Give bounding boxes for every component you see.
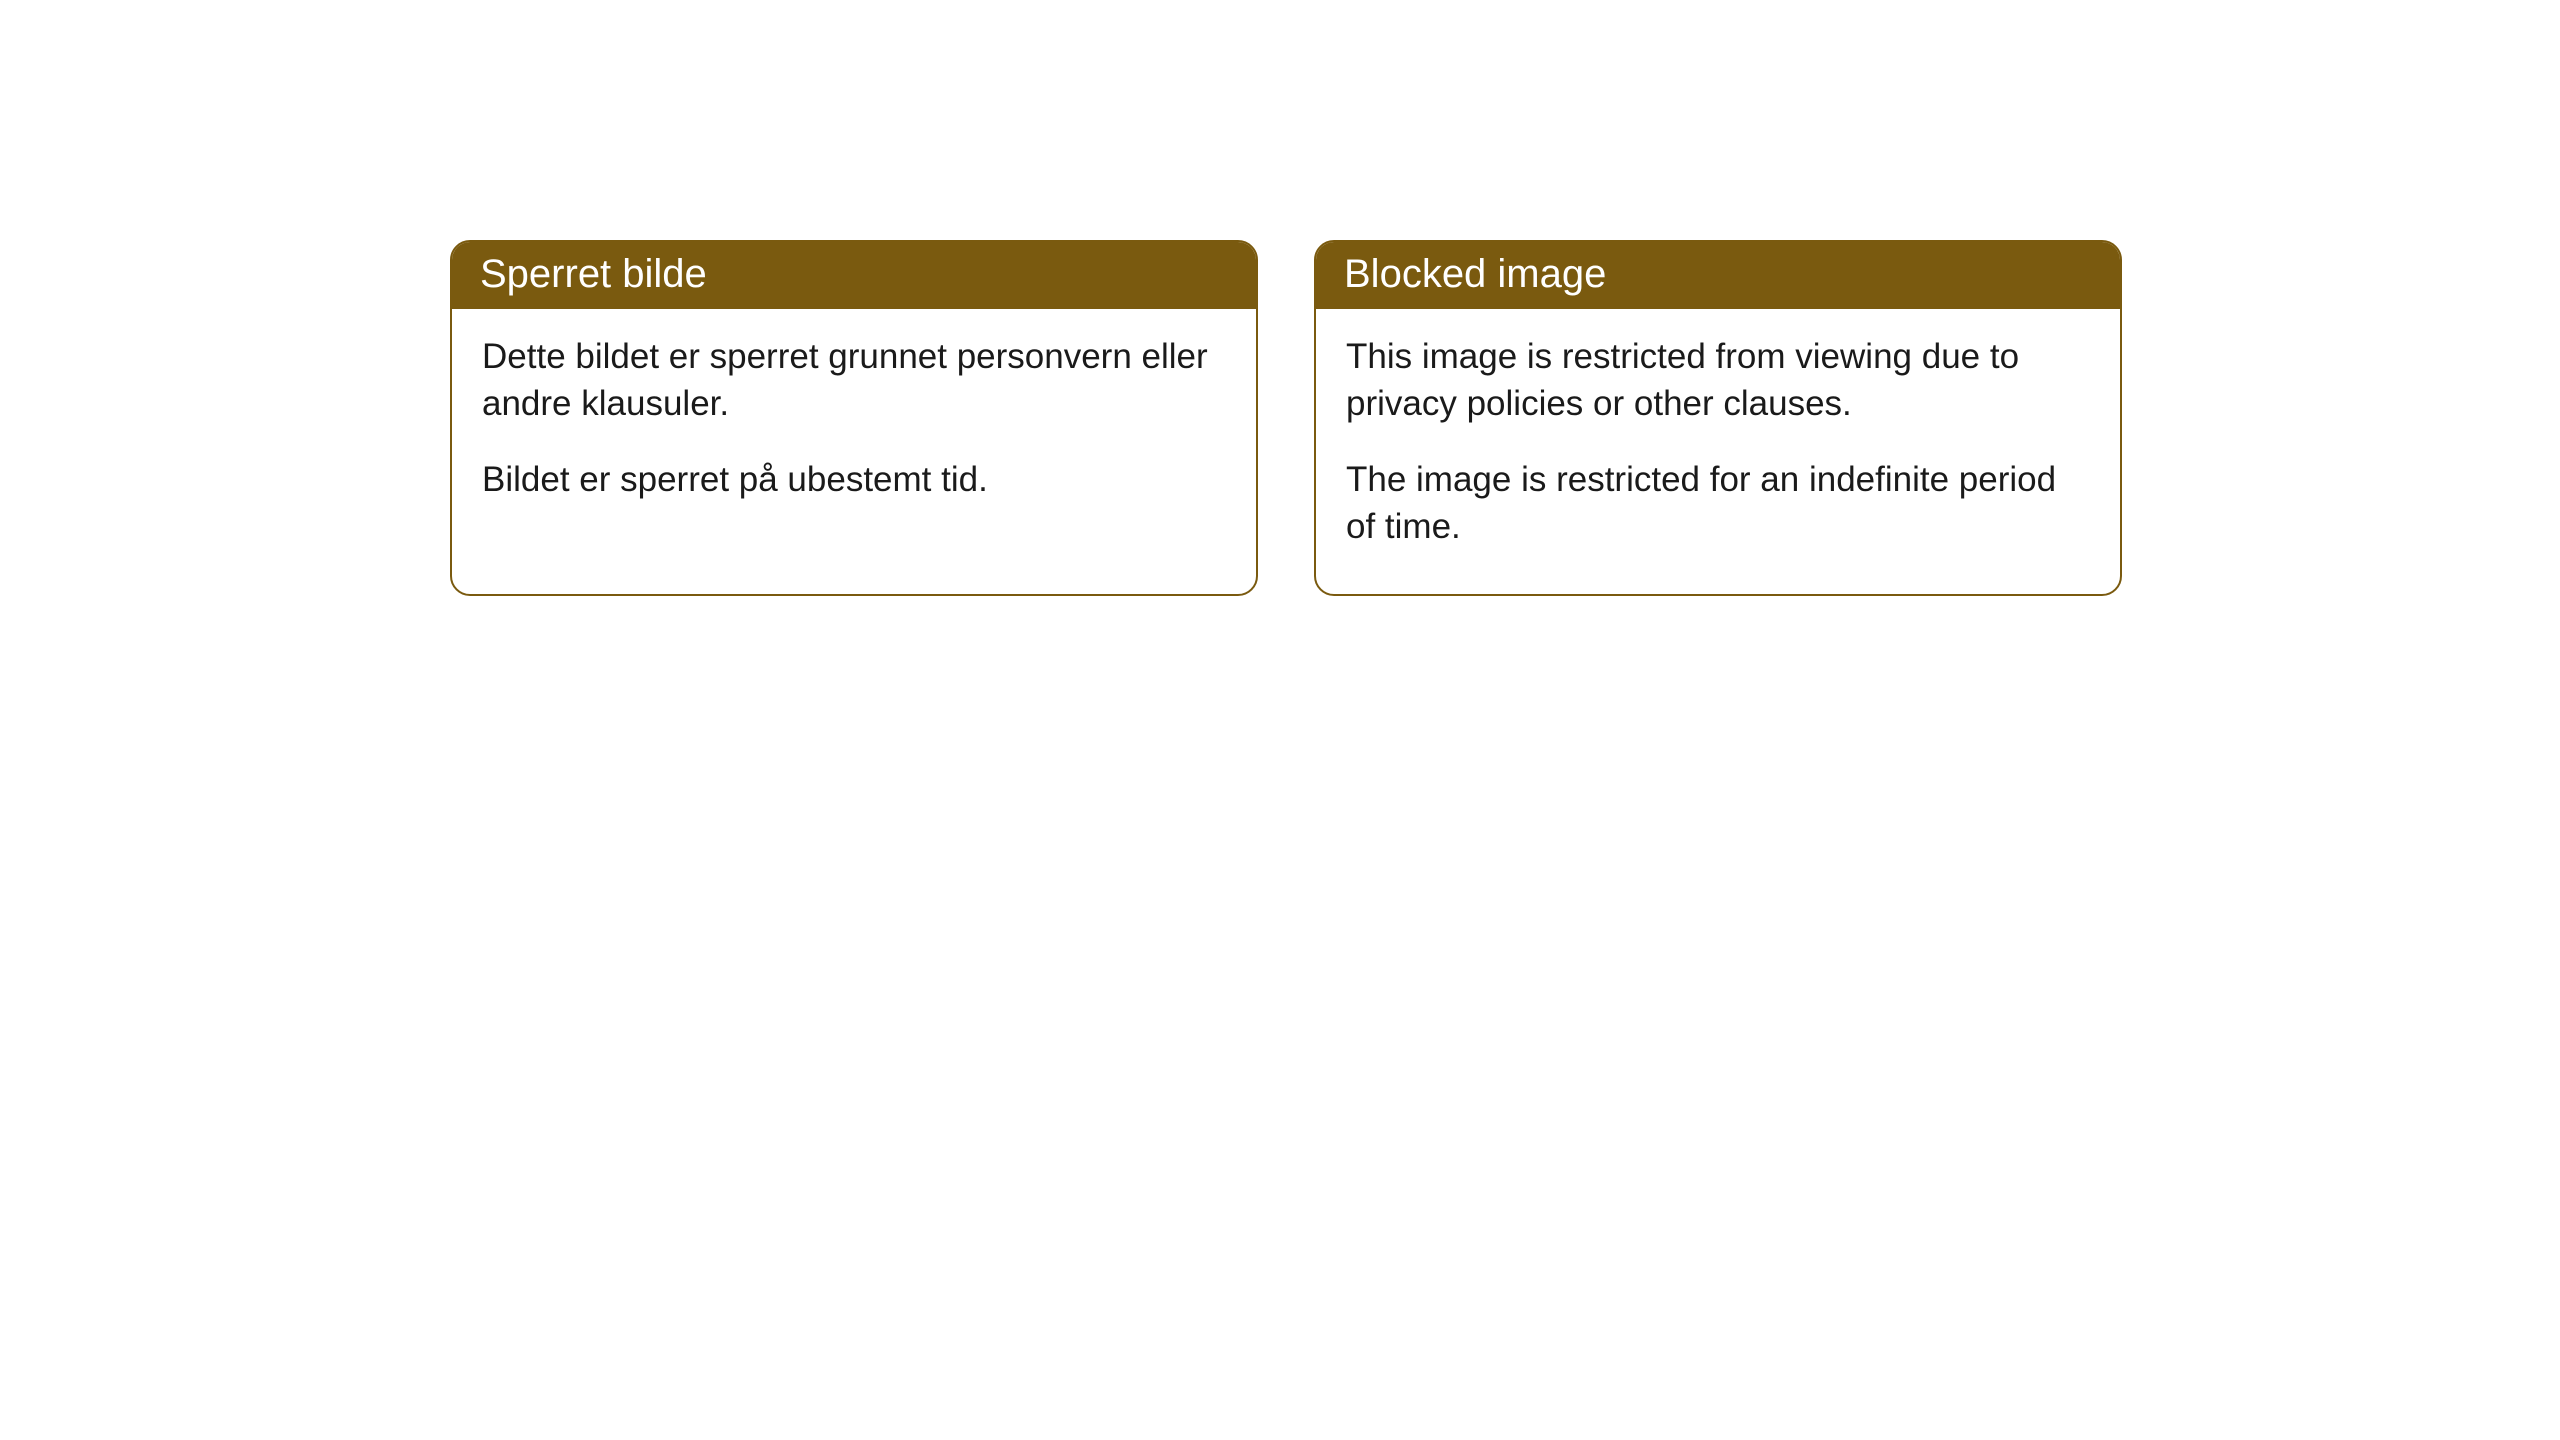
card-title-en: Blocked image <box>1344 252 1606 296</box>
card-header-no: Sperret bilde <box>452 242 1256 309</box>
notice-cards-container: Sperret bilde Dette bildet er sperret gr… <box>450 240 2560 596</box>
blocked-image-card-en: Blocked image This image is restricted f… <box>1314 240 2122 596</box>
card-paragraph-2-no: Bildet er sperret på ubestemt tid. <box>482 456 1226 503</box>
card-body-en: This image is restricted from viewing du… <box>1316 309 2120 594</box>
card-title-no: Sperret bilde <box>480 252 707 296</box>
card-paragraph-2-en: The image is restricted for an indefinit… <box>1346 456 2090 551</box>
card-paragraph-1-no: Dette bildet er sperret grunnet personve… <box>482 333 1226 428</box>
blocked-image-card-no: Sperret bilde Dette bildet er sperret gr… <box>450 240 1258 596</box>
card-body-no: Dette bildet er sperret grunnet personve… <box>452 309 1256 547</box>
card-paragraph-1-en: This image is restricted from viewing du… <box>1346 333 2090 428</box>
card-header-en: Blocked image <box>1316 242 2120 309</box>
